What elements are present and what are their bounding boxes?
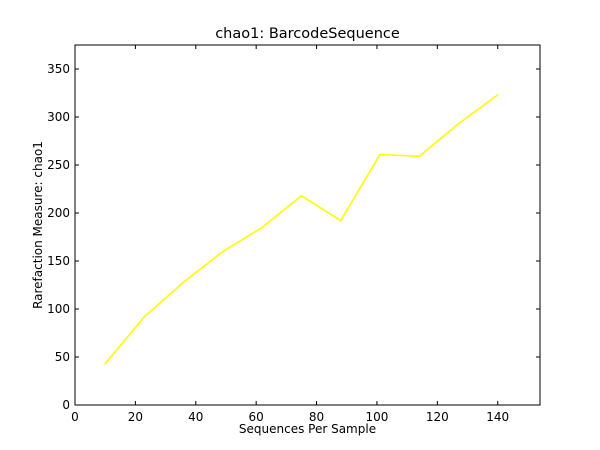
series-layer: [104, 94, 499, 365]
x-tick-label: 80: [309, 410, 324, 424]
y-tick-label: 300: [47, 110, 70, 124]
data-point: [261, 226, 264, 229]
x-tick-label: 100: [365, 410, 388, 424]
ticks-layer: 0 20 40 60 80 100 120 140 0 50 100 150 200 250 300 350: [47, 45, 540, 424]
data-point: [339, 219, 342, 222]
data-point: [418, 155, 421, 158]
data-point: [300, 194, 303, 197]
x-tick-label: 140: [486, 410, 509, 424]
x-tick-label: 60: [249, 410, 264, 424]
data-point: [457, 122, 460, 125]
y-tick-label: 0: [62, 398, 70, 412]
x-axis-label: Sequences Per Sample: [239, 422, 376, 436]
y-tick-label: 50: [55, 350, 70, 364]
plot-frame: [74, 44, 541, 406]
x-tick-label: 20: [128, 410, 143, 424]
data-point: [379, 153, 381, 156]
y-tick-label: 350: [47, 62, 70, 76]
data-point: [104, 362, 106, 365]
y-tick-label: 200: [47, 206, 70, 220]
data-point: [496, 94, 499, 96]
data-point: [143, 315, 146, 318]
data-point: [182, 281, 185, 283]
data-point: [222, 250, 224, 253]
y-axis-label: Rarefaction Measure: chao1: [31, 141, 45, 309]
x-tick-label: 0: [71, 410, 79, 424]
y-tick-label: 100: [47, 302, 70, 316]
chart-title: chao1: BarcodeSequence: [215, 26, 400, 42]
y-tick-label: 250: [47, 158, 70, 172]
plot-area: [75, 45, 540, 405]
x-tick-label: 40: [188, 410, 203, 424]
y-tick-label: 150: [47, 254, 70, 268]
x-tick-label: 120: [426, 410, 449, 424]
